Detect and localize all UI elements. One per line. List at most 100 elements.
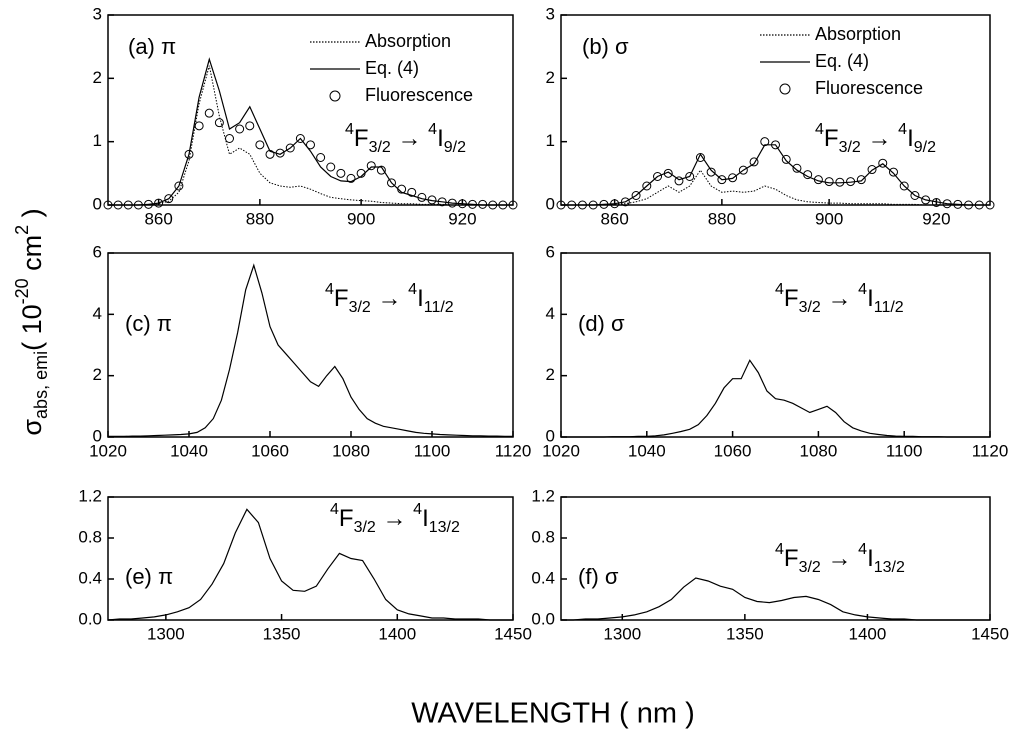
data-point [760, 137, 770, 147]
transition-part: → [861, 125, 898, 152]
y-tick-label: 2 [546, 365, 555, 384]
transition-part: 4 [330, 501, 339, 518]
y-tick-label: 2 [93, 68, 102, 87]
data-point [931, 197, 941, 207]
data-point [653, 172, 663, 181]
panel-label: (c) π [125, 311, 172, 336]
data-line [108, 263, 513, 437]
data-line [561, 359, 990, 438]
plot-frame [560, 496, 991, 621]
transition-part: 3/2 [799, 299, 821, 316]
transition-part: F [784, 285, 799, 312]
x-tick-label: 1060 [251, 441, 289, 460]
x-tick-label: 1060 [714, 441, 752, 460]
transition-part: F [334, 285, 349, 312]
data-point [695, 153, 705, 162]
x-tick-label: 900 [815, 209, 843, 228]
transition-part: → [821, 545, 858, 572]
transition-part: F [339, 505, 354, 532]
y-tick-label: 3 [93, 4, 102, 23]
y-tick-label: 0 [546, 194, 555, 213]
transition: 4F3/2 → 4I11/2 [775, 281, 904, 316]
panel-label: (a) π [128, 34, 176, 59]
transition-part: 3/2 [369, 139, 391, 156]
data-point [792, 163, 802, 173]
y-tick-label: 0 [93, 426, 102, 445]
transition-part: → [821, 285, 858, 312]
data-point [417, 192, 427, 202]
data-point [376, 165, 386, 175]
transition: 4F3/2 → 4I11/2 [325, 281, 454, 316]
transition-part: 4 [345, 121, 354, 138]
plot-frame [107, 252, 514, 438]
transition-part: I [422, 505, 429, 532]
data-point [856, 175, 866, 185]
y-unit-exp: 2 [12, 225, 32, 235]
data-point [888, 167, 898, 177]
x-tick-label: 1400 [378, 624, 416, 643]
x-tick-label: 880 [246, 209, 274, 228]
data-point [717, 175, 727, 185]
transition-part: 9/2 [914, 139, 936, 156]
transition-part: 4 [858, 541, 867, 558]
y-tick-label: 4 [93, 304, 102, 323]
transition-part: 4 [815, 121, 824, 138]
data-point [235, 124, 245, 134]
transition: 4F3/2 → 4I13/2 [775, 541, 905, 576]
x-tick-label: 1120 [495, 441, 532, 460]
transition-part: 4 [775, 541, 784, 558]
data-point [225, 134, 234, 143]
data-line [107, 508, 513, 621]
y-axis-label: σabs, emi( 10-20 cm2 ) [12, 208, 51, 435]
x-tick-label: 1300 [147, 624, 185, 643]
legend-label: Absorption [815, 24, 901, 44]
data-point [326, 162, 336, 172]
y-symbol-sub: abs, emi [31, 351, 51, 419]
transition-part: I [437, 125, 444, 152]
panel-label: (f) σ [578, 564, 619, 589]
transition-part: 4 [858, 281, 867, 298]
data-point [275, 148, 285, 158]
data-point [899, 181, 909, 191]
data-point [164, 194, 174, 204]
data-point [706, 167, 716, 177]
x-tick-label: 1450 [494, 624, 532, 643]
transition-part: 3/2 [839, 139, 861, 156]
data-point [610, 199, 620, 209]
transition-part: → [376, 505, 413, 532]
data-point [397, 184, 407, 194]
plot-frame [560, 252, 991, 438]
y-tick-label: 3 [546, 4, 555, 23]
data-point [204, 108, 214, 118]
data-point [878, 158, 888, 168]
plot-frame [107, 14, 514, 206]
data-point [194, 121, 204, 131]
panel-label: (b) σ [582, 34, 629, 59]
transition-part: I [867, 545, 874, 572]
data-point [356, 168, 366, 178]
transition-part: 3/2 [799, 559, 821, 576]
data-point [407, 187, 417, 197]
transition-part: 4 [775, 281, 784, 298]
panel-label: (e) π [125, 564, 173, 589]
plot-frame [107, 496, 514, 621]
data-point [295, 134, 305, 143]
data-point [846, 177, 856, 187]
y-unit: ) [17, 208, 47, 225]
legend-label: Fluorescence [365, 85, 473, 105]
data-point [674, 176, 684, 186]
transition-part: I [867, 285, 874, 312]
y-symbol: σ [17, 419, 47, 436]
data-point [437, 197, 447, 207]
data-point [835, 177, 845, 187]
data-point [306, 140, 315, 150]
transition-part: F [824, 125, 839, 152]
y-unit: cm [17, 235, 47, 279]
y-tick-label: 1.2 [78, 486, 102, 505]
transition-part: F [354, 125, 369, 152]
legend-label: Absorption [365, 31, 451, 51]
y-tick-label: 0 [546, 426, 555, 445]
